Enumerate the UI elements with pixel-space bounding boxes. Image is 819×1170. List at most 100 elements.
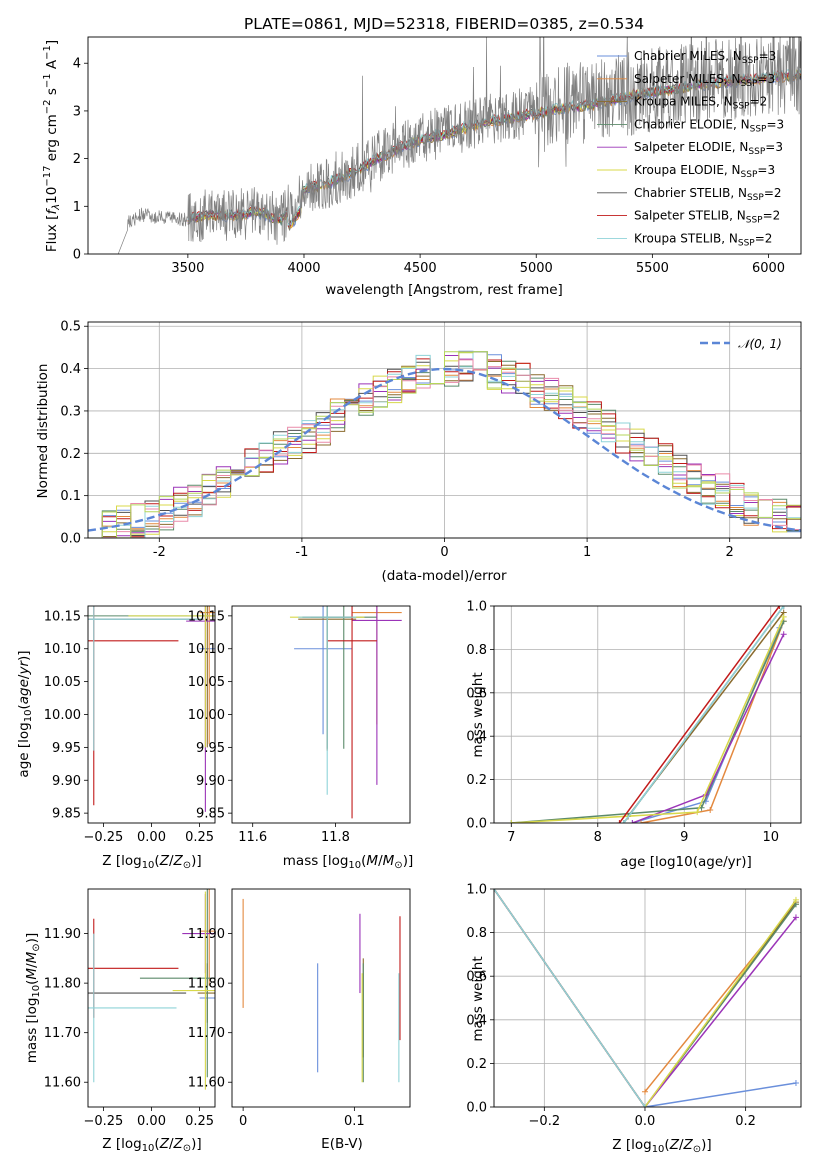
weight-line xyxy=(644,899,797,1107)
y-tick-label: 11.60 xyxy=(44,1076,81,1091)
legend-entry: 𝒩(0, 1) xyxy=(738,337,782,351)
plot-area xyxy=(494,889,799,1107)
mass-vs-ebv-panel: 0 0.1 11.60 11.70 11.80 11.90 xyxy=(188,888,411,1129)
x-tick-label: 0 xyxy=(440,545,448,560)
mass-vs-z-xlabel: Z [log10(Z/Z⊙)] xyxy=(102,1136,201,1154)
legend-entry: Kroupa STELIB, NSSP=2 xyxy=(634,231,772,248)
y-tick-label: 0 xyxy=(73,248,81,263)
weight-point-marker xyxy=(792,914,799,921)
y-tick-label: 1 xyxy=(73,200,81,215)
weight-line xyxy=(618,606,781,823)
x-tick-label: −0.25 xyxy=(83,1114,123,1129)
weight-point-marker xyxy=(694,809,701,816)
weight-vs-z-ylabel: mass weight xyxy=(470,956,486,1041)
weight-point-marker xyxy=(616,820,623,823)
y-tick-label: 11.90 xyxy=(44,927,81,942)
age-vs-mass-panel: 11.6 11.8 9.85 9.90 9.95 10.00 10.05 10.10 10.15… xyxy=(188,605,413,871)
axes-frame xyxy=(493,888,802,1108)
y-tick-label: 10.05 xyxy=(44,675,81,690)
x-tick-label: 0.25 xyxy=(185,1114,214,1129)
weight-point-marker xyxy=(641,1104,648,1107)
x-tick-label: 0 xyxy=(239,1114,247,1129)
axes-frame xyxy=(493,605,802,824)
normal-curve-line xyxy=(88,367,801,532)
weight-point-marker xyxy=(780,631,787,638)
weight-point-marker xyxy=(776,606,783,609)
x-tick-label: 0.25 xyxy=(185,830,214,845)
residuals-panel: -2 -1 0 1 2 0.0 0.1 0.2 0.3 0.4 0.5 𝒩(0, 1) xyxy=(60,320,802,560)
legend-entry: Chabrier ELODIE, NSSP=3 xyxy=(634,117,784,134)
x-tick-label: -2 xyxy=(153,545,166,560)
weight-line xyxy=(494,889,646,1107)
y-tick-label: 0.4 xyxy=(466,730,487,745)
weight-point-marker xyxy=(620,820,627,823)
legend-entry: Kroupa MILES, NSSP=2 xyxy=(634,95,767,112)
y-tick-label: 10.15 xyxy=(188,609,225,624)
y-tick-label: 11.70 xyxy=(44,1026,81,1041)
y-tick-label: 0.3 xyxy=(60,404,81,419)
y-tick-label: 0.8 xyxy=(466,643,487,658)
plot-area xyxy=(242,898,401,1083)
weight-point-marker xyxy=(641,1088,648,1095)
legend-entry: Chabrier MILES, NSSP=3 xyxy=(634,49,776,66)
axes-frame xyxy=(231,605,411,824)
y-tick-label: 9.90 xyxy=(52,774,81,789)
plot-area xyxy=(508,606,787,823)
weight-vs-z-panel: −0.2 0.0 0.2 0.0 0.2 0.4 0.6 0.8 1.0 Z [log10(Z/Z… xyxy=(466,883,802,1155)
x-tick-label: −0.2 xyxy=(529,1114,561,1129)
axes-frame xyxy=(87,605,216,824)
plot-area xyxy=(88,889,215,1090)
y-tick-label: 10.10 xyxy=(188,642,225,657)
y-tick-label: 9.85 xyxy=(52,807,81,822)
x-tick-label: 0.00 xyxy=(137,1114,166,1129)
age-vs-mass-xlabel: mass [log10(M/M⊙)] xyxy=(283,853,413,871)
age-vs-z-ylabel: age [log10(age/yr)] xyxy=(16,650,34,777)
x-tick-label: 0.1 xyxy=(344,1114,365,1129)
weight-point-marker xyxy=(629,820,636,823)
y-tick-label: 0.5 xyxy=(60,320,81,335)
histogram-step-line xyxy=(88,351,801,538)
x-tick-label: 0.2 xyxy=(735,1114,756,1129)
weight-vs-age-panel: 7 8 9 10 0.0 0.2 0.4 0.6 0.8 1.0 xyxy=(466,600,802,845)
weight-line xyxy=(644,1082,797,1107)
y-tick-label: 9.95 xyxy=(52,741,81,756)
y-tick-label: 3 xyxy=(73,104,81,119)
y-tick-label: 0.2 xyxy=(466,773,487,788)
legend-entry: Chabrier STELIB, NSSP=2 xyxy=(634,186,782,203)
y-tick-label: 11.70 xyxy=(188,1026,225,1041)
weight-point-marker xyxy=(508,820,515,823)
y-tick-label: 0.6 xyxy=(466,686,487,701)
x-tick-label: 5500 xyxy=(636,261,669,276)
weight-point-marker xyxy=(792,1080,799,1087)
age-vs-z-xlabel: Z [log10(Z/Z⊙)] xyxy=(102,853,201,871)
plot-area xyxy=(117,37,801,254)
axes-frame xyxy=(87,36,802,255)
spectrum-ylabel: Flux [fλ10−17 erg cm−2 s−1 A−1] xyxy=(42,40,62,252)
y-tick-label: 0.4 xyxy=(466,1013,487,1028)
x-tick-label: 5000 xyxy=(520,261,553,276)
spectrum-xlabel: wavelength [Angstrom, rest frame] xyxy=(325,282,563,298)
x-tick-label: −0.25 xyxy=(83,830,123,845)
x-tick-label: 9 xyxy=(680,830,688,845)
spectrum-panel: 3500 4000 4500 5000 5500 6000 0 1 2 3 4 Flux [fλ10−… xyxy=(42,36,802,276)
weight-point-marker xyxy=(792,896,799,903)
mass-vs-z-ylabel: mass [log10(M/M⊙)] xyxy=(24,933,42,1063)
observed-spectrum-line xyxy=(117,37,801,254)
residuals-xlabel: (data-model)/error xyxy=(381,568,507,584)
weight-line xyxy=(644,916,797,1107)
x-tick-label: 4500 xyxy=(404,261,437,276)
y-tick-label: 9.95 xyxy=(196,741,225,756)
y-tick-label: 1.0 xyxy=(466,883,487,898)
legend-entry: Salpeter ELODIE, NSSP=3 xyxy=(634,140,783,157)
weight-point-marker xyxy=(780,606,787,609)
x-tick-label: 1 xyxy=(583,545,591,560)
plot-area xyxy=(88,350,801,538)
axes-frame xyxy=(87,888,216,1108)
y-tick-label: 0.0 xyxy=(60,532,81,547)
plot-area xyxy=(289,606,402,819)
y-tick-label: 9.90 xyxy=(196,774,225,789)
spectrum-title: PLATE=0861, MJD=52318, FIBERID=0385, z=0… xyxy=(244,15,644,33)
y-tick-label: 9.85 xyxy=(196,807,225,822)
weight-point-marker xyxy=(780,613,787,620)
